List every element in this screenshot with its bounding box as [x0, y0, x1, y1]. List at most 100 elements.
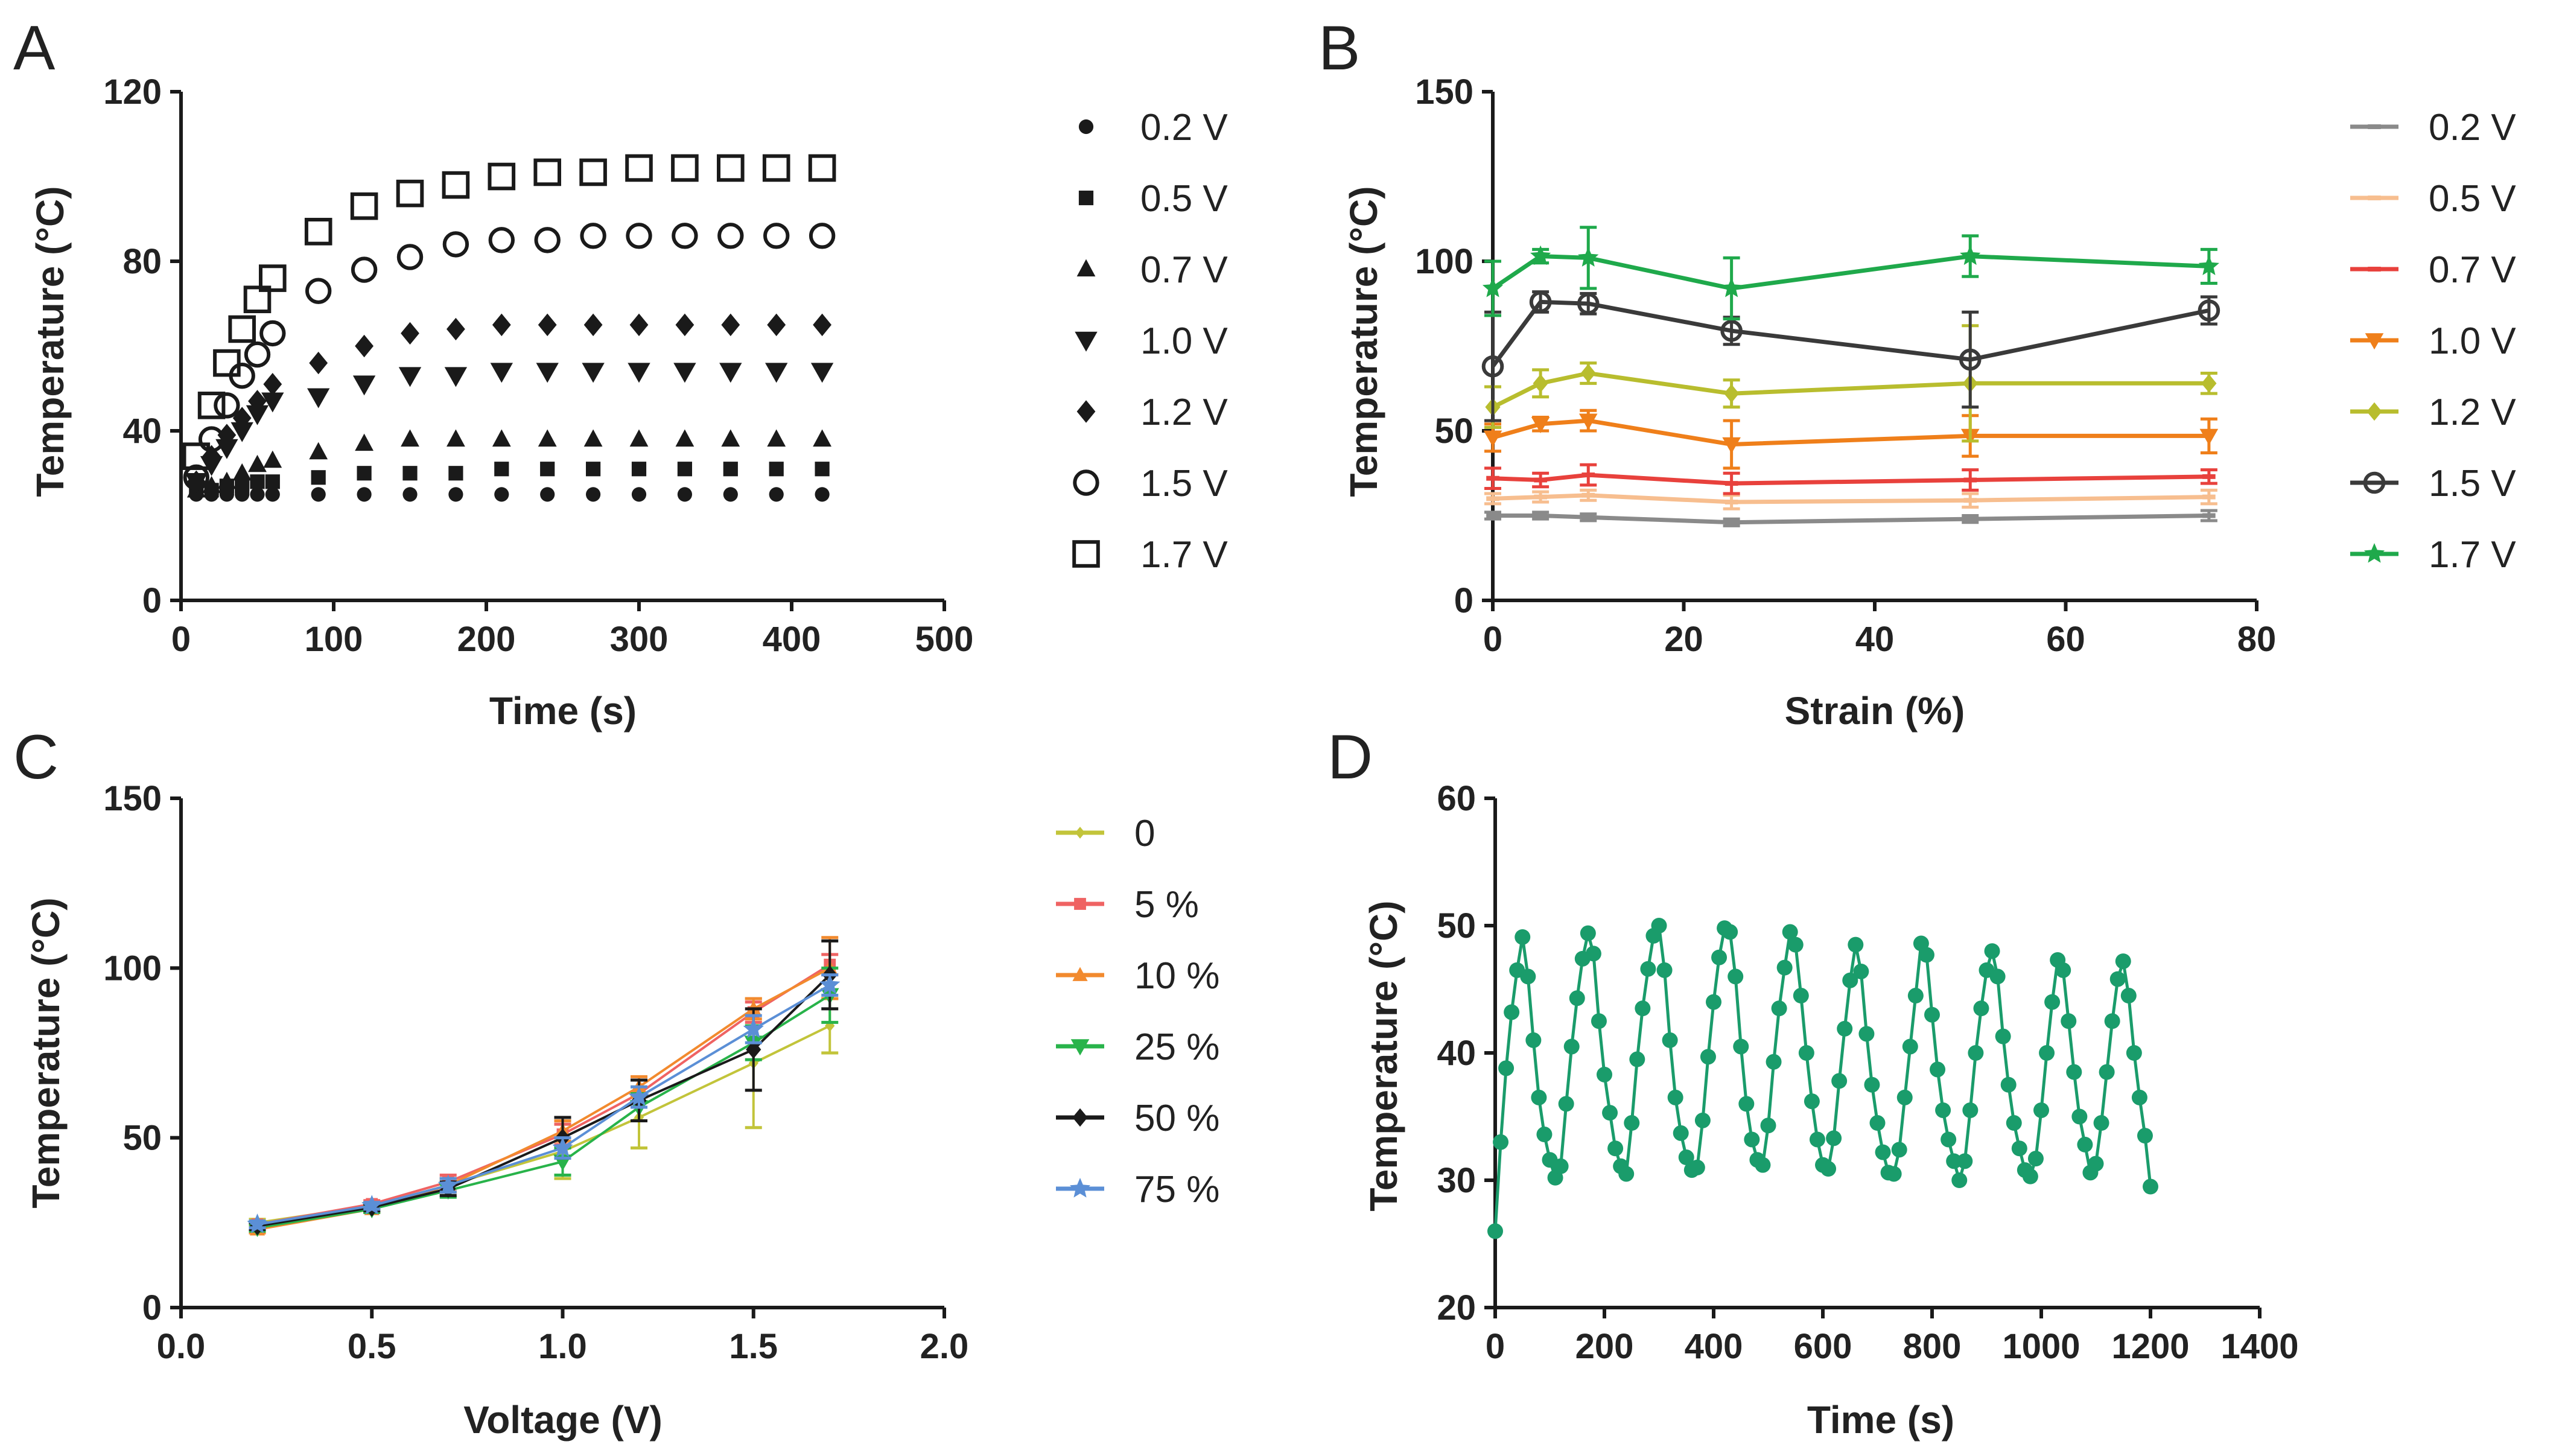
panel-d-point [2126, 1045, 2142, 1061]
panel-d-point [2055, 962, 2071, 978]
panel-d-point [1962, 1102, 1979, 1118]
panel-b-legend-marker [2368, 267, 2381, 272]
panel-a-point [304, 218, 332, 246]
panel-b-point [1724, 481, 1738, 486]
panel-a-point [631, 462, 647, 477]
panel-a-legend-marker [1076, 259, 1096, 277]
panel-d-xlabel: Time (s) [1807, 1398, 1954, 1442]
panel-d-ylabel: Temperature (°C) [1362, 900, 1405, 1211]
panel-d-point [1907, 988, 1924, 1004]
panel-d-point [2093, 1115, 2109, 1131]
panel-b-point [1581, 492, 1595, 498]
panel-b-point [1720, 319, 1743, 342]
panel-d-point [2061, 1013, 2077, 1029]
panel-a-y-tick-label: 40 [122, 412, 162, 451]
panel-a-x-tick-label: 400 [763, 620, 821, 659]
panel-a-legend-label: 0.5 V [1140, 178, 1228, 220]
panel-b-point [1959, 348, 1982, 371]
panel-b-legend-marker [2365, 333, 2384, 350]
panel-a-point [628, 363, 650, 383]
panel-a-point [305, 278, 332, 304]
panel-d-point [1493, 1134, 1509, 1150]
panel-d-point [2088, 1156, 2104, 1172]
panel-a-y-tick-label: 120 [103, 72, 162, 112]
panel-a-y-tick-label: 0 [142, 581, 162, 620]
panel-d-point [2109, 971, 2126, 987]
panel-a-point [232, 463, 252, 481]
panel-d-point [1951, 1172, 1968, 1188]
panel-a-point [490, 363, 513, 383]
panel-a-legend-label: 1.2 V [1140, 392, 1228, 433]
panel-c-legend-marker [1070, 1039, 1090, 1056]
panel-d-x-tick-label: 200 [1575, 1327, 1634, 1366]
panel-a-point [538, 429, 557, 447]
panel-d-point [1984, 943, 2000, 959]
panel-d-point [2143, 1178, 2158, 1195]
panel-a-point [629, 429, 649, 447]
panel-c-legend-label: 5 % [1134, 884, 1199, 926]
panel-b-series-line [1492, 472, 2209, 486]
panel-b-point [1530, 245, 1551, 265]
panel-d-point [2115, 953, 2131, 970]
panel-a-point [762, 154, 790, 182]
panel-a-point [536, 363, 559, 383]
panel-a-point [261, 392, 284, 413]
panel-d-point [1787, 936, 1804, 953]
panel-a-point [767, 313, 786, 337]
panel-d-point [1651, 918, 1667, 933]
panel-a-x-tick-label: 0 [171, 620, 191, 659]
panel-c-point [628, 1086, 650, 1106]
panel-a-point [350, 192, 378, 220]
panel-a-point [717, 154, 745, 182]
panel-d-x-tick-label: 800 [1903, 1327, 1962, 1366]
panel-d-point [1722, 924, 1738, 940]
panel-d-x-tick-label: 1400 [2220, 1327, 2298, 1366]
panel-d-point [1689, 1159, 1705, 1175]
panel-b-legend-marker [2363, 543, 2385, 563]
panel-a-point [230, 422, 253, 442]
panel-d-point [2033, 1102, 2049, 1118]
panel-b-point [1533, 374, 1548, 393]
panel-c-legend-label: 0 [1134, 813, 1155, 854]
panel-d-point [1563, 1038, 1580, 1055]
panel-a-point [309, 351, 328, 375]
panel-a-point [186, 470, 206, 493]
panel-d-y-tick-label: 20 [1437, 1288, 1476, 1327]
panel-d-point [2006, 1115, 2022, 1131]
panel-d-point [2071, 1108, 2088, 1125]
panel-b-x-tick-label: 80 [2237, 620, 2277, 659]
panel-b-point [1534, 494, 1547, 500]
panel-a-letter: A [13, 13, 56, 83]
panel-a-point [248, 390, 267, 413]
panel-a-point [765, 363, 788, 383]
panel-d-point [1809, 1131, 1825, 1148]
panel-c-point [247, 1213, 268, 1233]
panel-b-chart: B Strain (%) Temperature (°C) 0 20 40 60 80 0… [1318, 13, 2516, 733]
panel-d-point [1946, 1153, 1962, 1169]
panel-a-point [259, 264, 287, 292]
panel-a-point [631, 487, 647, 502]
panel-c-legend-marker [1072, 1108, 1088, 1127]
panel-d-point [1602, 1105, 1618, 1121]
panel-c-letter: C [13, 722, 59, 792]
panel-a-point [355, 433, 373, 451]
panel-d-x-tick-label: 1000 [2002, 1327, 2080, 1366]
panel-a-point [815, 487, 830, 502]
panel-a-point [448, 466, 463, 481]
panel-a-point [675, 429, 695, 447]
panel-d-point [1504, 1004, 1520, 1020]
panel-d-point [1989, 968, 2006, 985]
panel-a-point [583, 313, 603, 337]
panel-a-point [214, 392, 240, 419]
panel-c-y-tick-label: 50 [122, 1119, 162, 1158]
panel-d-point [1826, 1130, 1842, 1146]
panel-d-point [1531, 1089, 1547, 1105]
panel-b-point [1580, 364, 1596, 383]
panel-a-x-tick-label: 300 [610, 620, 669, 659]
panel-d-x-tick-label: 1200 [2111, 1327, 2189, 1366]
panel-d-point [1842, 972, 1858, 988]
panel-d-y-tick-label: 60 [1437, 779, 1476, 818]
panel-c-y-tick-label: 100 [103, 949, 162, 988]
panel-d-point [2077, 1136, 2093, 1152]
panel-b-x-tick-label: 20 [1664, 620, 1703, 659]
